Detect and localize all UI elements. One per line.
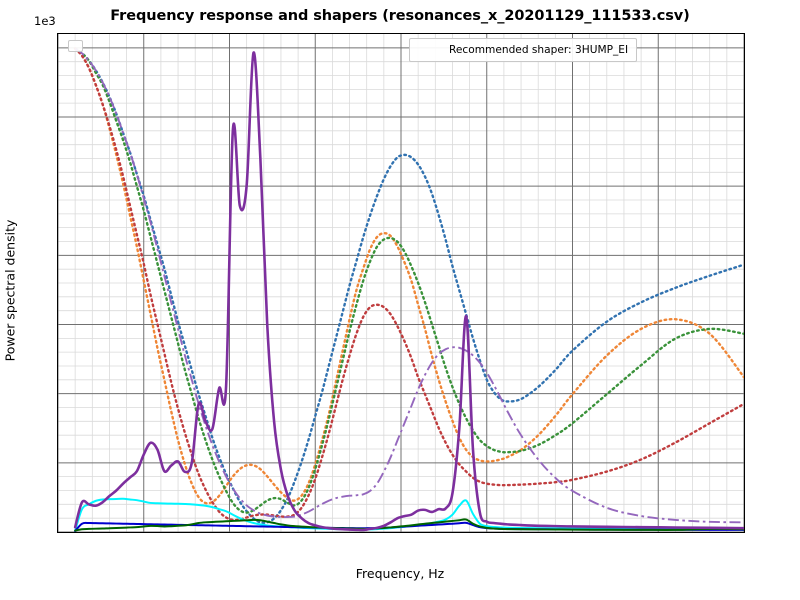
- psd-curve-y: [74, 518, 744, 532]
- plot-svg: [58, 34, 744, 532]
- x-axis-label: Frequency, Hz: [355, 566, 445, 581]
- shaper-curve-2hump_ei: [73, 47, 744, 522]
- shaper-curve-3hump_ei: [74, 47, 744, 524]
- y-axis-label: Power spectral density: [2, 219, 18, 362]
- chart-title: Frequency response and shapers (resonanc…: [110, 8, 690, 24]
- psd-curve-x-y-z: [73, 51, 744, 532]
- y-axis-offset-text: 1e3: [34, 14, 56, 28]
- psd-curves: [73, 51, 744, 532]
- recommended-shaper-note: Recommended shaper: 3HUMP_EI: [449, 44, 629, 56]
- plot-area: [57, 33, 745, 533]
- shaper-curves: [73, 47, 744, 525]
- major-gridlines: [58, 34, 744, 532]
- shaper-curve-zv: [73, 47, 744, 525]
- shaper-curve-ei: [73, 47, 744, 514]
- shaper-legend[interactable]: Recommended shaper: 3HUMP_EI: [409, 38, 638, 62]
- shaper-curve-mzv: [73, 47, 744, 505]
- signal-legend[interactable]: [68, 40, 83, 52]
